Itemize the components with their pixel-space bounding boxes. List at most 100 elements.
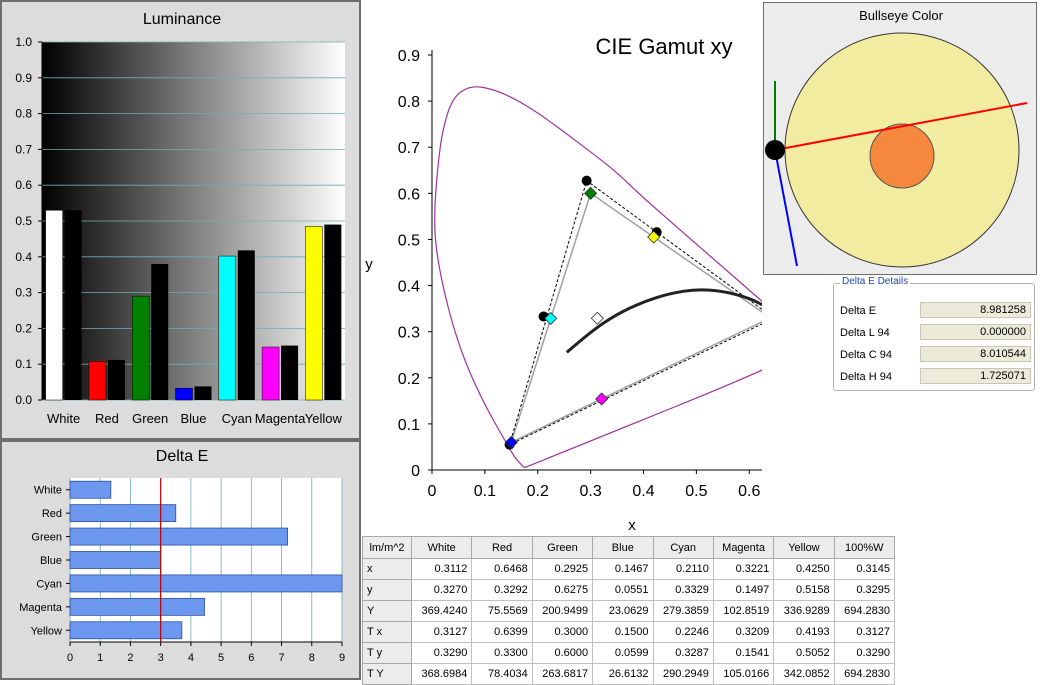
delta-e-category-label: Green	[31, 532, 62, 544]
table-cell[interactable]: 26.6132	[592, 663, 654, 685]
row-header[interactable]: Y	[362, 600, 412, 622]
column-header[interactable]: Red	[471, 536, 533, 559]
table-cell[interactable]: 279.3859	[652, 600, 714, 622]
luminance-y-tick-label: 1.0	[15, 35, 32, 49]
row-header[interactable]: x	[362, 558, 412, 580]
cie-x-tick-label: 0.1	[474, 483, 496, 500]
table-cell[interactable]: 368.6984	[410, 663, 473, 685]
table-cell[interactable]: 0.2110	[652, 558, 714, 580]
table-cell[interactable]: 342.0852	[773, 663, 835, 685]
table-cell[interactable]: 0.3295	[833, 579, 896, 601]
luminance-category-label: Yellow	[305, 411, 343, 426]
cie-y-tick-label: 0.8	[398, 94, 420, 111]
cie-x-tick-label: 0.4	[632, 483, 654, 500]
table-cell[interactable]: 0.3290	[410, 642, 473, 664]
delta-c-value-field[interactable]: 8.010544	[920, 346, 1031, 362]
table-cell[interactable]: 0.3000	[531, 621, 594, 643]
table-cell[interactable]: 0.0599	[592, 642, 654, 664]
table-cell[interactable]: 0.6275	[531, 579, 594, 601]
column-header[interactable]: Magenta	[712, 536, 775, 559]
delta-e-value-field[interactable]: 8.981258	[920, 302, 1031, 318]
row-header[interactable]: T x	[362, 621, 412, 643]
delta-e-row: Delta E 8.981258	[840, 302, 1032, 320]
table-cell[interactable]: 105.0166	[712, 663, 775, 685]
table-cell[interactable]: 694.2830	[833, 600, 896, 622]
luminance-category-label: White	[47, 411, 80, 426]
table-cell[interactable]: 200.9499	[531, 600, 594, 622]
table-cell[interactable]: 0.3292	[471, 579, 533, 601]
table-cell[interactable]: 0.3287	[652, 642, 714, 664]
column-header[interactable]: Cyan	[652, 536, 714, 559]
luminance-y-tick-label: 0.2	[15, 321, 32, 335]
table-cell[interactable]: 694.2830	[833, 663, 896, 685]
table-header-row: lm/m^2 White Red Green Blue Cyan Magenta…	[362, 536, 896, 559]
cie-target-marker	[544, 311, 558, 325]
table-cell[interactable]: 0.3300	[471, 642, 533, 664]
table-cell[interactable]: 0.6468	[471, 558, 533, 580]
table-row: T Y 368.6984 78.4034 263.6817 26.6132 290.294…	[362, 663, 896, 685]
luminance-y-tick-label: 0.9	[15, 71, 32, 85]
table-cell[interactable]: 0.1497	[712, 579, 775, 601]
table-cell[interactable]: 0.1467	[592, 558, 654, 580]
table-cell[interactable]: 0.5158	[773, 579, 835, 601]
delta-e-title: Delta E	[156, 448, 208, 465]
table-cell[interactable]: 78.4034	[471, 663, 533, 685]
delta-e-category-label: Magenta	[19, 602, 63, 614]
table-cell[interactable]: 0.3270	[410, 579, 473, 601]
bullseye-measured-point	[765, 140, 785, 160]
delta-e-category-label: Cyan	[36, 578, 62, 590]
table-cell[interactable]: 0.2925	[531, 558, 594, 580]
table-cell[interactable]: 0.3112	[410, 558, 473, 580]
table-cell[interactable]: 0.3209	[712, 621, 775, 643]
cie-y-tick-label: 0.2	[398, 371, 420, 388]
delta-e-x-tick-label: 9	[339, 652, 345, 664]
column-header[interactable]: Yellow	[773, 536, 835, 559]
column-header[interactable]: 100%W	[833, 536, 896, 559]
table-cell[interactable]: 0.5052	[773, 642, 835, 664]
row-header[interactable]: T y	[362, 642, 412, 664]
table-cell[interactable]: 0.6000	[531, 642, 594, 664]
table-cell[interactable]: 0.1500	[592, 621, 654, 643]
table-cell[interactable]: 0.0551	[592, 579, 654, 601]
delta-e-category-label: Blue	[40, 555, 62, 567]
table-cell[interactable]: 0.4250	[773, 558, 835, 580]
luminance-target-bar	[151, 263, 169, 400]
planckian-locus	[565, 288, 762, 354]
delta-e-bar	[69, 621, 183, 640]
luminance-y-tick-label: 0.6	[15, 178, 32, 192]
column-header[interactable]: White	[410, 536, 473, 559]
table-cell[interactable]: 0.3290	[833, 642, 896, 664]
table-cell[interactable]: 75.5569	[471, 600, 533, 622]
table-row: x 0.3112 0.6468 0.2925 0.1467 0.2110 0.3221 0.4…	[362, 558, 896, 580]
table-cell[interactable]: 0.3221	[712, 558, 775, 580]
column-header[interactable]: Green	[531, 536, 594, 559]
delta-e-x-tick-label: 2	[127, 652, 133, 664]
table-cell[interactable]: 369.4240	[410, 600, 473, 622]
table-row: Y 369.4240 75.5569 200.9499 23.0629 279.3859 1…	[362, 600, 896, 622]
table-cell[interactable]: 23.0629	[592, 600, 654, 622]
table-cell[interactable]: 290.2949	[652, 663, 714, 685]
table-cell[interactable]: 0.2246	[652, 621, 714, 643]
delta-l-value-field[interactable]: 0.000000	[920, 324, 1031, 340]
table-cell[interactable]: 0.1541	[712, 642, 775, 664]
table-cell[interactable]: 0.3329	[652, 579, 714, 601]
table-cell[interactable]: 0.3127	[410, 621, 473, 643]
luminance-target-bar	[64, 210, 82, 400]
delta-h-value-field[interactable]: 1.725071	[920, 368, 1031, 384]
table-cell[interactable]: 263.6817	[531, 663, 594, 685]
luminance-category-label: Magenta	[255, 411, 306, 426]
table-cell[interactable]: 0.3127	[833, 621, 896, 643]
row-header[interactable]: y	[362, 579, 412, 601]
cie-x-tick-label: 0.5	[685, 483, 707, 500]
table-cell[interactable]: 0.4193	[773, 621, 835, 643]
column-header[interactable]: lm/m^2	[362, 536, 412, 559]
cie-target-marker	[595, 392, 609, 406]
column-header[interactable]: Blue	[592, 536, 654, 559]
table-cell[interactable]: 0.3145	[833, 558, 896, 580]
cie-target-marker	[647, 230, 661, 244]
cie-y-label: y	[365, 256, 373, 273]
row-header[interactable]: T Y	[362, 663, 412, 685]
table-cell[interactable]: 102.8519	[712, 600, 775, 622]
table-cell[interactable]: 0.6399	[471, 621, 533, 643]
table-cell[interactable]: 336.9289	[773, 600, 835, 622]
